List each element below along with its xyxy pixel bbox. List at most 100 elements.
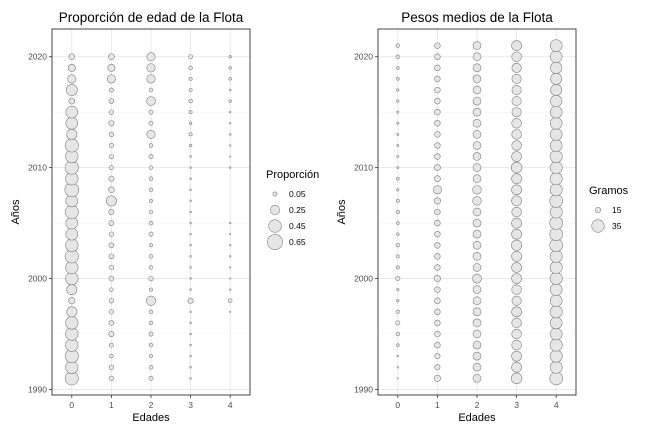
data-point bbox=[511, 195, 522, 207]
data-point bbox=[472, 374, 482, 383]
data-point bbox=[511, 118, 522, 129]
data-point bbox=[395, 331, 400, 337]
data-point bbox=[511, 140, 522, 151]
data-point bbox=[189, 366, 192, 369]
legend-key bbox=[269, 205, 280, 216]
data-point bbox=[189, 221, 192, 225]
data-point bbox=[148, 254, 154, 259]
data-point bbox=[511, 273, 522, 284]
data-point bbox=[148, 154, 154, 159]
data-point bbox=[396, 366, 399, 369]
data-point bbox=[395, 243, 400, 248]
legend-label: 15 bbox=[612, 205, 622, 215]
data-point bbox=[549, 349, 563, 363]
data-point bbox=[229, 111, 232, 114]
data-point bbox=[434, 253, 441, 260]
data-point bbox=[549, 183, 563, 197]
data-point bbox=[434, 164, 441, 171]
data-point bbox=[148, 231, 154, 237]
data-point bbox=[549, 128, 563, 141]
y-axis-label: Años bbox=[336, 199, 348, 225]
data-point bbox=[433, 197, 441, 205]
data-point bbox=[189, 188, 192, 192]
data-point bbox=[189, 155, 192, 158]
data-point bbox=[109, 87, 114, 93]
data-point bbox=[434, 308, 441, 315]
data-point bbox=[434, 264, 441, 271]
data-point bbox=[472, 263, 482, 272]
data-point bbox=[108, 131, 114, 137]
data-point bbox=[64, 138, 79, 153]
data-point bbox=[148, 220, 154, 226]
data-point bbox=[149, 287, 153, 292]
data-point bbox=[148, 143, 154, 148]
data-point bbox=[550, 73, 563, 85]
data-point bbox=[395, 43, 400, 48]
y-tick-label: 2020 bbox=[28, 52, 47, 62]
data-point bbox=[189, 332, 192, 336]
data-point bbox=[65, 105, 79, 119]
data-point bbox=[396, 88, 400, 92]
legend-key bbox=[268, 219, 282, 233]
data-point bbox=[472, 152, 482, 161]
data-point bbox=[511, 51, 522, 62]
data-point bbox=[550, 61, 563, 74]
data-points bbox=[395, 39, 563, 386]
data-point bbox=[189, 343, 192, 347]
data-point bbox=[472, 41, 482, 50]
data-point bbox=[433, 374, 441, 382]
data-point bbox=[146, 74, 156, 84]
data-point bbox=[396, 155, 400, 158]
legend-label: 35 bbox=[612, 221, 622, 231]
data-point bbox=[434, 242, 441, 249]
data-point bbox=[549, 205, 563, 219]
data-point bbox=[472, 174, 482, 183]
data-point bbox=[511, 239, 523, 251]
x-axis-label: Edades bbox=[132, 412, 170, 424]
y-tick-label: 2010 bbox=[28, 163, 47, 173]
data-point bbox=[66, 306, 78, 318]
data-point bbox=[189, 177, 192, 180]
data-point bbox=[434, 330, 441, 338]
data-point bbox=[549, 249, 563, 263]
data-point bbox=[396, 232, 400, 236]
x-tick-label: 3 bbox=[514, 400, 519, 410]
data-point bbox=[68, 297, 76, 305]
data-point bbox=[229, 221, 232, 225]
data-point bbox=[108, 331, 115, 337]
data-point bbox=[108, 142, 114, 149]
data-point bbox=[189, 310, 192, 314]
data-point bbox=[549, 338, 563, 352]
data-point bbox=[511, 262, 522, 273]
data-point bbox=[434, 142, 441, 149]
data-point bbox=[472, 207, 482, 217]
data-point bbox=[549, 117, 563, 130]
data-point bbox=[396, 343, 400, 347]
data-point bbox=[148, 109, 154, 115]
data-point bbox=[65, 227, 79, 241]
data-point bbox=[549, 327, 563, 341]
data-point bbox=[434, 86, 441, 94]
data-point bbox=[187, 297, 194, 304]
data-point bbox=[549, 371, 563, 386]
data-point bbox=[189, 321, 192, 325]
data-point bbox=[434, 120, 441, 127]
data-point bbox=[229, 144, 232, 147]
data-point bbox=[65, 117, 79, 130]
data-point bbox=[148, 309, 154, 314]
data-point bbox=[511, 107, 522, 118]
data-point bbox=[434, 109, 441, 116]
y-tick-label: 2010 bbox=[354, 163, 373, 173]
data-point bbox=[146, 295, 157, 306]
data-point bbox=[472, 329, 482, 339]
data-point bbox=[148, 342, 154, 348]
data-point bbox=[511, 217, 522, 229]
data-point bbox=[108, 53, 115, 60]
data-point bbox=[229, 166, 232, 169]
data-point bbox=[395, 320, 401, 326]
data-point bbox=[511, 339, 522, 351]
x-tick-label: 3 bbox=[188, 400, 193, 410]
data-point bbox=[65, 327, 79, 341]
data-point bbox=[189, 354, 192, 358]
data-point bbox=[148, 165, 154, 170]
